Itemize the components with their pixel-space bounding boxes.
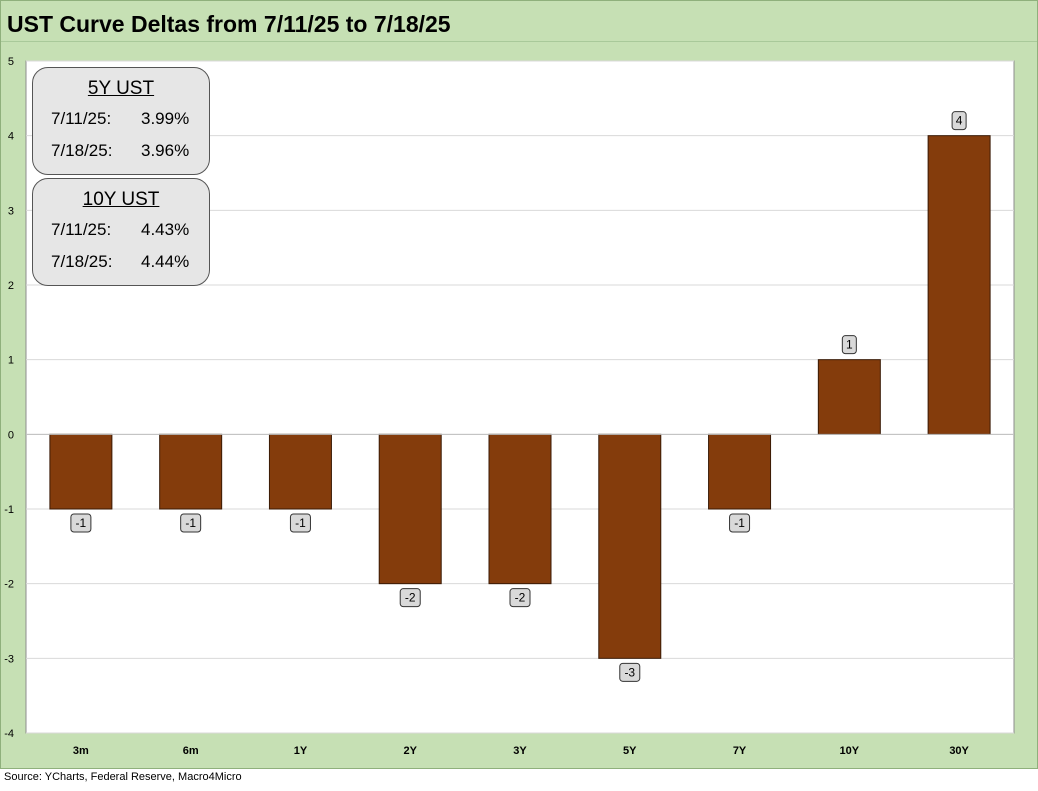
bar-6m (159, 433, 223, 510)
data-label-box (399, 588, 421, 608)
y-tick-label: 2 (8, 280, 14, 292)
info-row-date: 7/18/25: (51, 141, 113, 160)
chart-title: UST Curve Deltas from 7/11/25 to 7/18/25 (7, 11, 451, 37)
bar-30y (927, 135, 991, 435)
info-box-5y-ust: 5Y UST 7/11/25: 3.99% 7/18/25: 3.96% (32, 67, 210, 175)
bar-3m (49, 433, 113, 510)
x-tick-label: 7Y (733, 745, 747, 757)
bar-1y (268, 433, 332, 510)
source-note: Source: YCharts, Federal Reserve, Macro4… (4, 771, 242, 783)
info-row: 7/11/25: 3.99% (33, 102, 209, 134)
data-label-box (70, 513, 92, 533)
y-tick-label: 0 (8, 429, 14, 441)
bar-3y (488, 433, 552, 585)
data-label-box (951, 111, 967, 131)
data-label: -2 (405, 591, 416, 605)
data-label: -2 (515, 591, 526, 605)
info-row-value: 4.43% (141, 220, 190, 239)
data-label-box (509, 588, 531, 608)
data-label: -1 (295, 516, 306, 530)
x-tick-label: 10Y (840, 745, 860, 757)
bar-10y (817, 359, 881, 435)
y-tick-label: -3 (4, 653, 14, 665)
y-tick-label: -4 (4, 728, 14, 740)
info-box-10y-ust: 10Y UST 7/11/25: 4.43% 7/18/25: 4.44% (32, 178, 210, 286)
y-tick-label: 1 (8, 355, 14, 367)
info-row-value: 4.44% (141, 252, 190, 271)
y-tick-label: 3 (8, 205, 14, 217)
data-label: -1 (185, 516, 196, 530)
x-tick-label: 30Y (949, 745, 969, 757)
data-label: 1 (846, 338, 853, 352)
data-label-box (180, 513, 202, 533)
info-row: 7/11/25: 4.43% (33, 213, 209, 245)
title-divider (1, 41, 1037, 42)
data-label: -1 (76, 516, 87, 530)
data-label-box (289, 513, 311, 533)
info-row-value: 3.99% (141, 109, 190, 128)
data-label-box (619, 662, 641, 682)
y-tick-label: 5 (8, 56, 14, 68)
data-label: 4 (956, 114, 963, 128)
bar-7y (708, 433, 772, 510)
x-tick-label: 3Y (513, 745, 527, 757)
info-row-date: 7/18/25: (51, 252, 113, 271)
x-tick-label: 2Y (403, 745, 417, 757)
info-row: 7/18/25: 4.44% (33, 245, 209, 277)
info-row-date: 7/11/25: (51, 220, 112, 239)
bar-5y (598, 433, 662, 659)
y-tick-label: 4 (8, 131, 14, 143)
data-label-box (729, 513, 751, 533)
x-tick-label: 3m (73, 745, 89, 757)
bar-2y (378, 433, 442, 585)
info-row-date: 7/11/25: (51, 109, 112, 128)
info-box-heading: 10Y UST (82, 189, 160, 210)
x-tick-label: 5Y (623, 745, 637, 757)
x-tick-label: 6m (183, 745, 199, 757)
data-label: -3 (624, 665, 635, 679)
info-row-value: 3.96% (141, 141, 190, 160)
info-row: 7/18/25: 3.96% (33, 134, 209, 166)
y-tick-label: -2 (4, 579, 14, 591)
data-label-box (841, 335, 857, 355)
y-tick-label: -1 (4, 504, 14, 516)
info-box-heading: 5Y UST (87, 78, 155, 99)
x-tick-label: 1Y (294, 745, 308, 757)
data-label: -1 (734, 516, 745, 530)
